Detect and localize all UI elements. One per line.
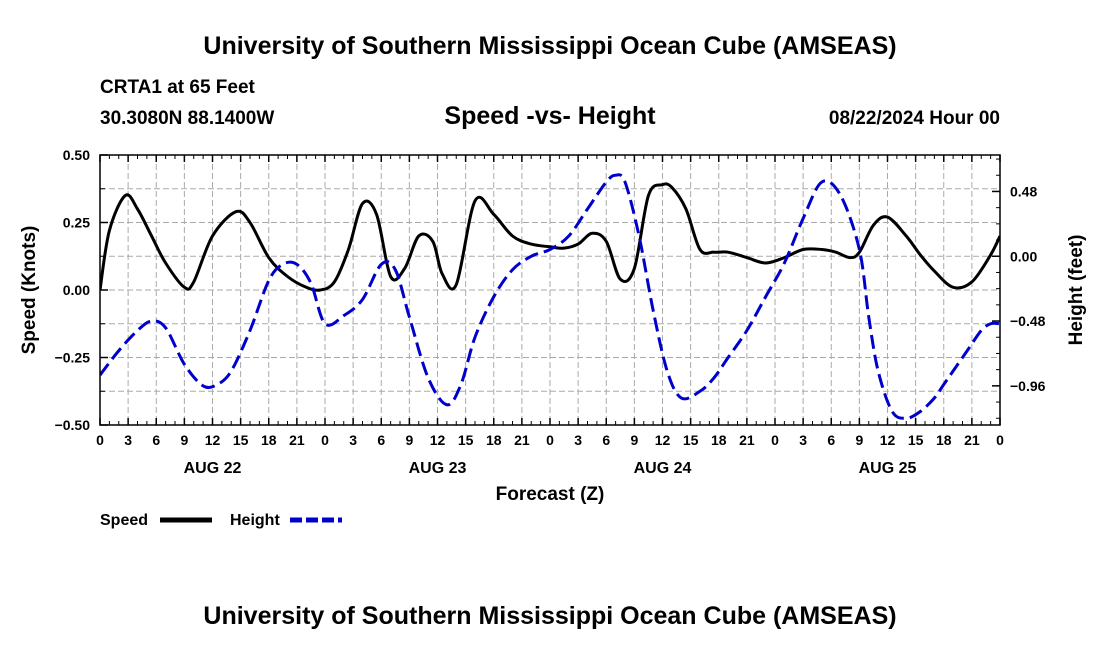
x-tick-label: 0 [996, 432, 1004, 448]
legend: Speed Height [100, 512, 342, 529]
x-tick-label: 3 [349, 432, 357, 448]
x-tick-label: 3 [574, 432, 582, 448]
x-tick-label: 0 [321, 432, 329, 448]
y-tick-label-right: 0.00 [1010, 248, 1037, 264]
y-tick-label-left: 0.25 [63, 215, 90, 231]
x-tick-label: 9 [855, 432, 863, 448]
x-tick-label: 0 [546, 432, 554, 448]
x-tick-label: 12 [655, 432, 671, 448]
y-tick-label-left: 0.50 [63, 147, 90, 163]
y-tick-label-left: −0.50 [55, 417, 91, 433]
y-axis-label-left: Speed (Knots) [19, 226, 40, 355]
tick-label-group: 0 3 6 9 12 15 18 21 0 3 6 9 12 15 18 21 0 3 6 9 12 15 18 21 0 3 6 9… [55, 147, 1046, 477]
chart-title: Speed -vs- Height [444, 102, 656, 130]
tick-group [99, 154, 1001, 426]
footer-title: University of Southern Mississippi Ocean… [203, 602, 896, 630]
day-label: AUG 23 [409, 460, 467, 477]
y-axis-label-right: Height (feet) [1066, 235, 1087, 346]
grid [100, 155, 1000, 425]
x-tick-label: 0 [96, 432, 104, 448]
y-tick-label-left: −0.25 [55, 350, 91, 366]
page-title: University of Southern Mississippi Ocean… [203, 32, 896, 60]
day-label: AUG 24 [634, 460, 692, 477]
x-tick-label: 15 [683, 432, 699, 448]
x-tick-label: 21 [739, 432, 755, 448]
legend-speed-label: Speed [100, 512, 148, 529]
x-tick-label: 6 [827, 432, 835, 448]
x-tick-label: 9 [405, 432, 413, 448]
y-tick-label-right: −0.96 [1010, 378, 1046, 394]
x-tick-label: 18 [936, 432, 952, 448]
y-tick-label-right: 0.48 [1010, 183, 1037, 199]
x-tick-label: 12 [430, 432, 446, 448]
x-tick-label: 9 [630, 432, 638, 448]
x-tick-label: 15 [458, 432, 474, 448]
y-tick-label-left: 0.00 [63, 282, 90, 298]
day-label: AUG 25 [859, 460, 917, 477]
legend-height-label: Height [230, 512, 280, 529]
x-tick-label: 3 [799, 432, 807, 448]
x-tick-label: 6 [377, 432, 385, 448]
x-tick-label: 21 [964, 432, 980, 448]
x-tick-label: 18 [711, 432, 727, 448]
x-tick-label: 18 [261, 432, 277, 448]
x-tick-label: 15 [908, 432, 924, 448]
x-tick-label: 6 [602, 432, 610, 448]
x-tick-label: 0 [771, 432, 779, 448]
x-tick-label: 18 [486, 432, 502, 448]
height-series-line [100, 173, 1000, 420]
x-tick-label: 3 [124, 432, 132, 448]
location-label: 30.3080N 88.1400W [100, 108, 274, 129]
x-tick-label: 9 [180, 432, 188, 448]
y-tick-label-right: −0.48 [1010, 313, 1046, 329]
x-tick-label: 21 [514, 432, 530, 448]
x-tick-label: 6 [152, 432, 160, 448]
x-tick-label: 21 [289, 432, 305, 448]
x-axis-label: Forecast (Z) [496, 484, 605, 505]
x-tick-label: 12 [205, 432, 221, 448]
day-label: AUG 22 [184, 460, 242, 477]
series-group [100, 173, 1000, 420]
x-tick-label: 15 [233, 432, 249, 448]
station-label: CRTA1 at 65 Feet [100, 77, 256, 98]
datetime-label: 08/22/2024 Hour 00 [829, 108, 1000, 129]
x-tick-label: 12 [880, 432, 896, 448]
